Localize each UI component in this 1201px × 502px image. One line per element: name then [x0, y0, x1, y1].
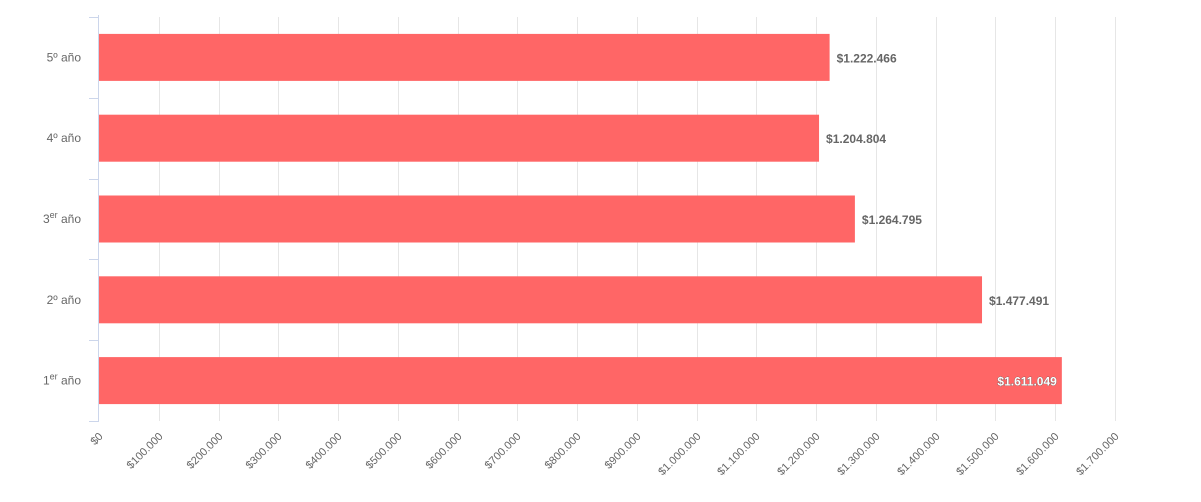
x-tick-label: $1.300.000: [835, 431, 882, 478]
x-tick-label: $1.400.000: [895, 431, 942, 478]
bar: [99, 195, 855, 243]
x-tick-label: $200.000: [185, 431, 226, 472]
x-tick-label: $1.200.000: [775, 431, 822, 478]
category-label: 1er año: [43, 372, 81, 388]
category-label: 2º año: [47, 293, 82, 307]
labels: $0 $100.000 $200.000 $300.000 $400.000 $500.0…: [43, 50, 1122, 478]
category-label: 4º año: [47, 131, 82, 145]
data-label: $1.264.795: [862, 213, 922, 227]
data-label: $1.611.049: [997, 375, 1057, 389]
bar: [99, 33, 830, 81]
bars: [99, 33, 1062, 405]
x-tick-label: $600.000: [424, 431, 465, 472]
bar: [99, 276, 983, 324]
x-tick-label: $1.600.000: [1014, 431, 1061, 478]
axes: [89, 15, 99, 422]
x-tick-label: $1.000.000: [656, 431, 703, 478]
x-tick-label: $1.100.000: [715, 431, 762, 478]
x-tick-label: $700.000: [483, 431, 524, 472]
x-tick-label: $800.000: [543, 431, 584, 472]
x-tick-label: $100.000: [125, 431, 166, 472]
bar: [99, 357, 1062, 405]
x-tick-label: $300.000: [244, 431, 285, 472]
data-label: $1.204.804: [826, 132, 886, 146]
data-label: $1.222.466: [837, 51, 897, 65]
x-tick-label: $1.500.000: [954, 431, 1001, 478]
x-tick-label: $1.700.000: [1074, 431, 1121, 478]
data-label: $1.477.491: [989, 294, 1049, 308]
category-label: 5º año: [47, 50, 82, 64]
x-tick-label: $400.000: [304, 431, 345, 472]
x-tick-label: $500.000: [364, 431, 405, 472]
x-tick-label: $0: [88, 431, 105, 448]
bar: [99, 114, 820, 162]
category-label: 3er año: [43, 210, 81, 226]
x-tick-label: $900.000: [603, 431, 644, 472]
